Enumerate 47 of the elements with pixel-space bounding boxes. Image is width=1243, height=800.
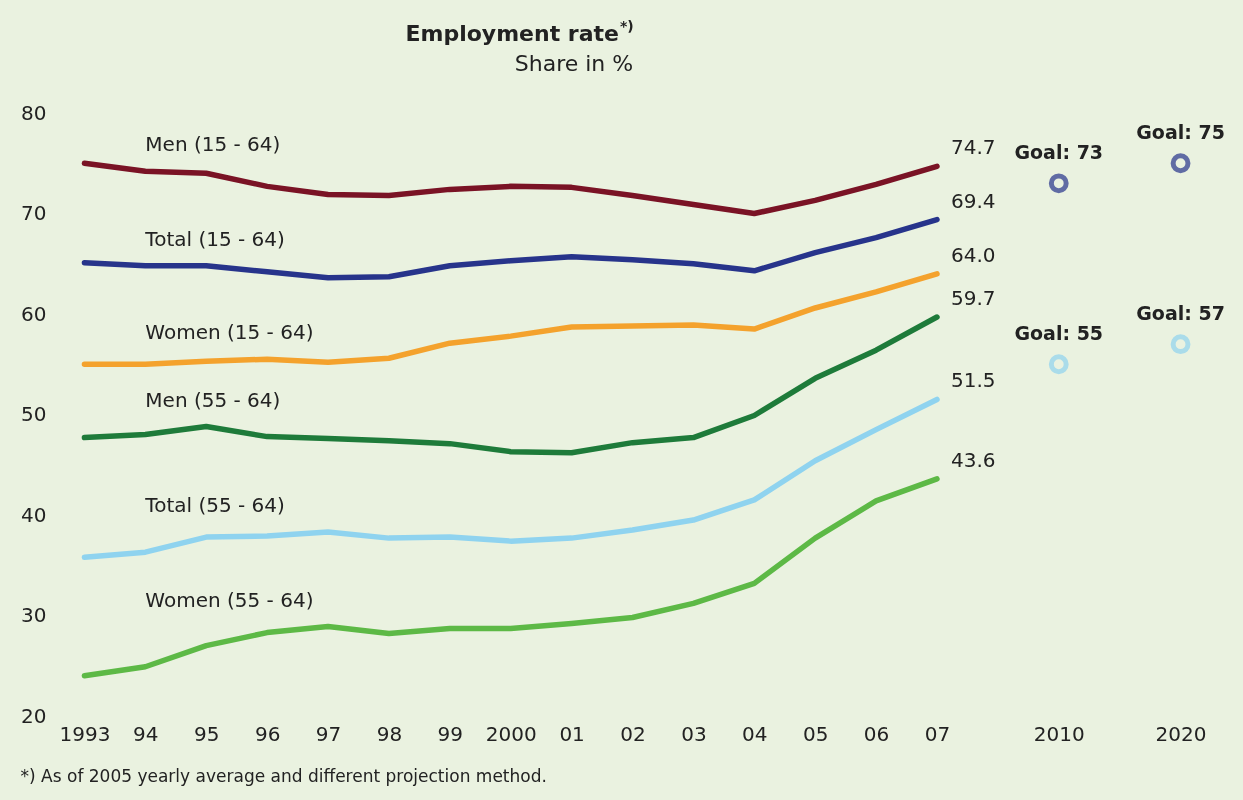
x-tick-label: 01 — [559, 721, 585, 746]
series-label: Total (55 - 64) — [144, 493, 285, 518]
x-tick-label: 95 — [194, 721, 220, 746]
data-label: 74.7 — [950, 135, 996, 160]
chart-subtitle: Share in % — [514, 51, 634, 76]
x-tick-label: 02 — [620, 721, 646, 746]
annotation: Goal: 73 — [1014, 141, 1104, 164]
annotation: Goal: 57 — [1136, 302, 1225, 325]
x-tick-label: 98 — [376, 721, 403, 746]
x-tick-label: 04 — [742, 721, 768, 746]
series-label: Men (55 - 64) — [145, 387, 281, 412]
y-tick-label: 50 — [21, 402, 47, 426]
x-tick-label: 06 — [863, 721, 890, 746]
x-tick-label: 2020 — [1155, 721, 1207, 746]
data-label: 51.5 — [950, 368, 996, 393]
x-tick-label: 03 — [681, 721, 707, 746]
y-tick-label: 70 — [21, 201, 47, 225]
x-tick-label: 2000 — [485, 721, 537, 746]
y-tick-label: 30 — [21, 603, 47, 627]
y-tick-label: 40 — [21, 502, 47, 527]
series-label: Women (55 - 64) — [145, 587, 314, 612]
y-tick-label: 80 — [21, 100, 47, 125]
y-tick-label: 20 — [21, 703, 47, 728]
x-tick-label: 05 — [802, 721, 829, 746]
series-label: Women (15 - 64) — [145, 320, 314, 345]
data-label: 64.0 — [950, 242, 996, 267]
point — [1048, 354, 1069, 375]
point — [1170, 153, 1191, 174]
x-tick-label: 97 — [315, 721, 342, 746]
text: *) As of 2005 yearly average and different projection method. — [20, 766, 547, 786]
annotation: Goal: 75 — [1136, 121, 1225, 144]
data-label: 59.7 — [950, 286, 996, 311]
y-tick-label: 60 — [21, 301, 47, 326]
x-tick-label: 94 — [133, 721, 159, 746]
x-tick-label: 1993 — [59, 721, 111, 746]
annotation: Goal: 55 — [1014, 322, 1104, 345]
chart-title: Employment rate*) — [405, 18, 634, 46]
data-label: 69.4 — [950, 188, 996, 213]
x-tick-label: 07 — [924, 721, 951, 746]
point — [1048, 173, 1069, 194]
data-label: 43.6 — [950, 447, 996, 472]
x-tick-label: 96 — [254, 721, 281, 746]
point — [1170, 334, 1191, 355]
x-tick-label: 99 — [437, 721, 464, 746]
x-tick-label: 2010 — [1033, 721, 1085, 746]
series-label: Total (15 - 64) — [144, 226, 285, 251]
series-label: Men (15 - 64) — [145, 132, 281, 157]
